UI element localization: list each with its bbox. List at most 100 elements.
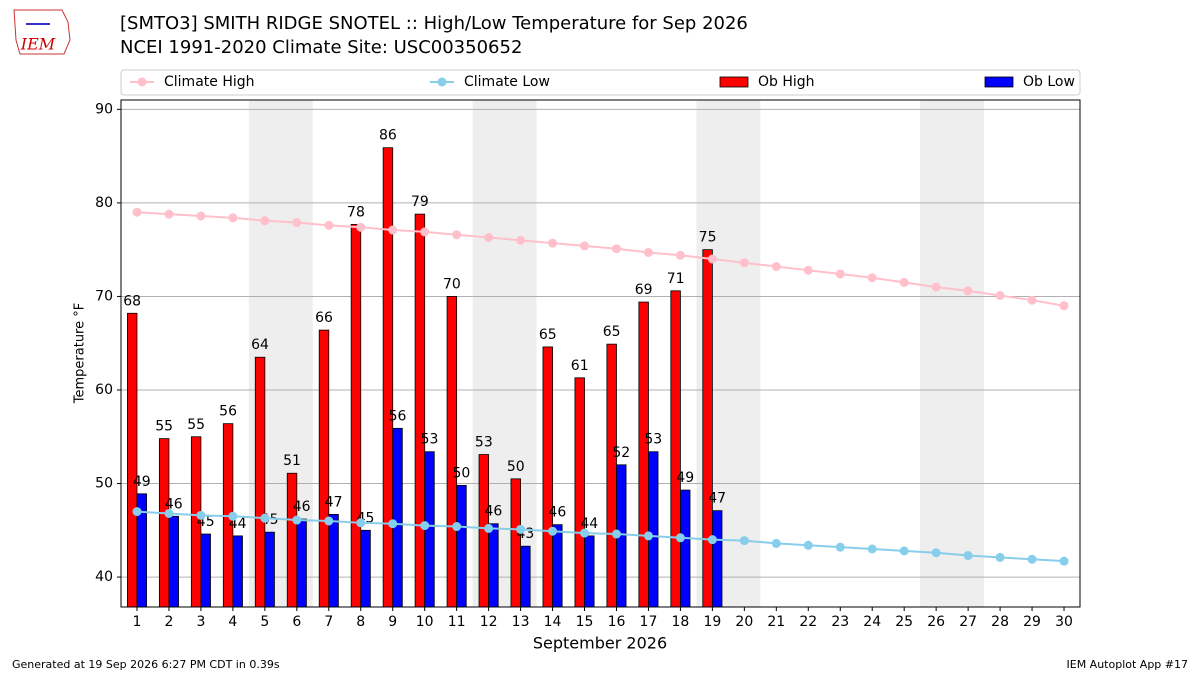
legend-swatch — [984, 76, 1014, 88]
bar — [680, 489, 691, 608]
x-tick-label: 7 — [324, 614, 333, 630]
x-tick-label: 4 — [228, 614, 237, 630]
legend-marker — [137, 77, 147, 87]
x-tick-label: 15 — [576, 614, 594, 630]
data-label: 65 — [603, 324, 621, 340]
point — [260, 513, 270, 523]
point — [803, 265, 813, 275]
x-tick-label: 9 — [388, 614, 397, 630]
data-label: 47 — [325, 494, 343, 510]
data-label: 75 — [699, 230, 717, 246]
point — [548, 526, 558, 536]
point — [707, 254, 717, 264]
bar — [456, 484, 467, 608]
data-label: 51 — [283, 453, 301, 469]
bar — [328, 513, 339, 608]
point — [580, 241, 590, 251]
legend-marker — [437, 77, 447, 87]
legend-item: Ob High — [719, 74, 815, 90]
legend-label: Climate Low — [464, 74, 550, 90]
data-label: 65 — [539, 327, 557, 343]
x-tick-label: 5 — [260, 614, 269, 630]
point — [196, 211, 206, 221]
x-tick-label: 25 — [895, 614, 913, 630]
point — [420, 227, 430, 237]
point — [899, 546, 909, 556]
bar — [392, 427, 403, 608]
point — [611, 529, 621, 539]
data-label: 79 — [411, 194, 429, 210]
x-tick-label: 22 — [799, 614, 817, 630]
point — [835, 269, 845, 279]
chart-subtitle: NCEI 1991-2020 Climate Site: USC00350652 — [120, 37, 522, 58]
x-tick-label: 10 — [416, 614, 434, 630]
legend-item: Climate Low — [430, 74, 550, 90]
point — [1059, 556, 1069, 566]
point — [452, 230, 462, 240]
data-label: 53 — [644, 432, 662, 448]
point — [484, 523, 494, 533]
x-tick-label: 26 — [927, 614, 945, 630]
y-tick-label: 80 — [95, 195, 113, 211]
bar — [158, 438, 170, 608]
x-tick-label: 30 — [1055, 614, 1073, 630]
bar — [286, 472, 298, 608]
bar — [542, 346, 553, 608]
point — [388, 225, 398, 235]
x-tick-label: 8 — [356, 614, 365, 630]
data-label: 46 — [548, 505, 566, 521]
point — [324, 516, 334, 526]
footer-generated: Generated at 19 Sep 2026 6:27 PM CDT in … — [12, 658, 280, 671]
x-tick-label: 18 — [672, 614, 690, 630]
bar — [552, 524, 563, 608]
point — [867, 273, 877, 283]
point — [1059, 301, 1069, 311]
logo: IEM — [13, 9, 71, 55]
data-label: 69 — [635, 282, 653, 298]
data-label: 49 — [133, 474, 151, 490]
line — [136, 211, 1065, 307]
x-tick-label: 27 — [959, 614, 977, 630]
data-label: 53 — [475, 435, 493, 451]
point — [995, 291, 1005, 301]
data-label: 55 — [155, 419, 173, 435]
y-tick-label: 40 — [95, 569, 113, 585]
point — [995, 552, 1005, 562]
legend-label: Ob Low — [1023, 74, 1075, 90]
data-label: 50 — [507, 459, 525, 475]
bar — [350, 224, 362, 608]
point — [516, 524, 526, 534]
x-tick-label: 19 — [703, 614, 721, 630]
data-label: 46 — [293, 499, 311, 515]
data-label: 46 — [484, 504, 502, 520]
point — [132, 207, 142, 217]
point — [516, 235, 526, 245]
x-axis-label: September 2026 — [533, 634, 667, 653]
point — [324, 220, 334, 230]
data-label: 61 — [571, 358, 589, 374]
plot-frame — [120, 99, 1081, 608]
x-tick-label: 21 — [767, 614, 785, 630]
bar — [702, 249, 713, 608]
y-tick-label: 60 — [95, 382, 113, 398]
point — [675, 250, 685, 260]
point — [164, 508, 174, 518]
bar — [200, 533, 211, 608]
data-label: 71 — [667, 271, 685, 287]
bar — [382, 147, 394, 608]
x-tick-label: 24 — [863, 614, 881, 630]
bar — [126, 312, 138, 608]
point — [707, 535, 717, 545]
chart-title: [SMTO3] SMITH RIDGE SNOTEL :: High/Low T… — [120, 13, 748, 34]
data-label: 50 — [453, 465, 471, 481]
data-label: 55 — [187, 417, 205, 433]
legend-label: Climate High — [164, 74, 255, 90]
point — [228, 213, 238, 223]
bar — [670, 290, 681, 608]
legend-item: Climate High — [130, 74, 255, 90]
point — [643, 531, 653, 541]
point — [771, 262, 781, 272]
x-tick-label: 12 — [480, 614, 498, 630]
bar — [606, 343, 617, 608]
